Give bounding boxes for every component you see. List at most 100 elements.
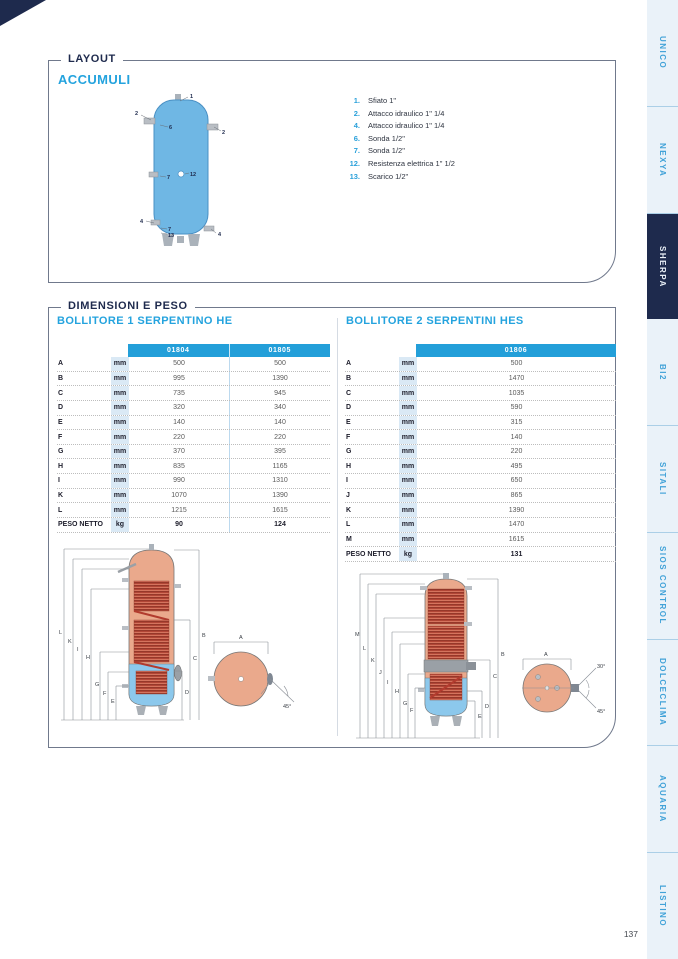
dim-unit: mm — [399, 459, 417, 474]
sidebar-item-bi2[interactable]: BI2 — [647, 319, 678, 427]
dim-label: B — [58, 374, 64, 382]
dim-unit: mm — [399, 488, 417, 503]
sidebar-item-aquaria[interactable]: AQUARIA — [647, 746, 678, 854]
dim-unit: mm — [399, 444, 417, 459]
sidebar-item-sitali[interactable]: SITALI — [647, 426, 678, 533]
dim-letter: M — [355, 632, 360, 638]
dim-label: B — [346, 374, 352, 382]
layout-section-box: LAYOUT — [48, 53, 616, 283]
dim-unit: mm — [399, 474, 417, 488]
coil-connector — [429, 675, 463, 699]
dim-label: I — [58, 477, 60, 485]
dim-value: 995 — [173, 374, 185, 382]
sidebar-item-label: DOLCECLIMA — [658, 658, 667, 727]
dim-unit: mm — [111, 459, 129, 474]
sidebar-item-label: NEXYA — [658, 142, 667, 177]
table2-heading: BOLLITORE 2 SERPENTINI HES — [346, 315, 524, 327]
sidebar-item-dolceclima[interactable]: DOLCECLIMA — [647, 640, 678, 747]
dimension-lines — [356, 573, 499, 739]
port-fitting — [418, 688, 425, 692]
legend-item: 6. Sonda 1/2" — [345, 133, 455, 146]
dim-label: E — [58, 418, 63, 426]
accumuli-heading: ACCUMULI — [58, 72, 131, 87]
dim-label: PESO NETTO — [346, 550, 391, 558]
sidebar-item-label: SITALI — [658, 462, 667, 496]
sidebar-item-label: UNICO — [658, 36, 667, 70]
page-corner-decoration — [0, 0, 46, 26]
dim-label: G — [58, 448, 64, 456]
coil-middle — [133, 619, 170, 663]
sidebar-item-sherpa[interactable]: SHERPA — [647, 213, 678, 320]
tank-fitting-left-icon — [143, 117, 156, 125]
dim-unit: mm — [111, 400, 129, 415]
dim-unit: mm — [399, 371, 417, 386]
table-row-peso-netto: PESO NETTO kg 90 124 — [57, 518, 330, 533]
dim-label: C — [58, 389, 64, 397]
dim-label: M — [346, 536, 352, 543]
dim-value: 320 — [173, 404, 185, 412]
dim-label: F — [58, 433, 63, 441]
sidebar-item-label: AQUARIA — [658, 775, 667, 824]
dim-value: 220 — [510, 448, 523, 456]
sidebar-item-sios-control[interactable]: SIOS CONTROL — [647, 533, 678, 640]
dim-letter: L — [59, 630, 62, 636]
foot — [430, 716, 440, 726]
dim-letter: E — [111, 699, 115, 705]
dim-value: 945 — [229, 386, 330, 400]
dim-unit: mm — [399, 503, 417, 518]
dim-letter: I — [77, 647, 79, 653]
dim-value: 1390 — [508, 506, 525, 514]
sidebar-item-nexya[interactable]: NEXYA — [647, 107, 678, 214]
tank-fitting-bottomright-icon — [203, 225, 215, 232]
legend-item: 2. Attacco idraulico 1" 1/4 — [345, 108, 455, 121]
tank-fitting-mid-icon — [148, 171, 159, 178]
dim-value: 1070 — [171, 492, 187, 500]
dim-label: C — [346, 389, 352, 397]
tank-foot-right — [188, 234, 200, 246]
dimensions-section-title: DIMENSIONI E PESO — [61, 300, 195, 312]
tank-center-port — [177, 170, 185, 178]
dim-unit: mm — [399, 430, 417, 444]
sidebar-item-label: LISTINO — [658, 885, 667, 928]
callout-4-left: 4 — [140, 219, 144, 225]
dim-letter: I — [387, 680, 389, 686]
legend-item: 7. Sonda 1/2" — [345, 145, 455, 158]
tank-fitting-right-icon — [206, 123, 219, 131]
tank-foot-center — [177, 236, 184, 243]
dim-letter: J — [379, 670, 382, 676]
page-number: 137 — [623, 929, 638, 939]
inlet-pipe — [117, 562, 137, 574]
top-view-fitting — [535, 674, 541, 680]
dim-label: PESO NETTO — [58, 521, 103, 529]
top-view-fitting — [535, 696, 541, 702]
dim-label: K — [346, 506, 352, 514]
dim-value: 650 — [510, 477, 523, 485]
dim-unit: mm — [111, 386, 129, 400]
model-column-header: 01805 — [228, 344, 330, 357]
sidebar-item-unico[interactable]: UNICO — [647, 0, 678, 107]
foot — [158, 706, 168, 715]
sidebar-item-listino[interactable]: LISTINO — [647, 853, 678, 959]
tank-vent — [149, 544, 154, 550]
dim-label: H — [58, 462, 64, 470]
callout-13: 13 — [168, 233, 174, 239]
dim-value: 395 — [229, 444, 330, 459]
legend-num: 7. — [353, 146, 360, 156]
tank-top-vent — [175, 94, 181, 102]
dim-label: G — [346, 448, 352, 456]
dim-letter: K — [371, 658, 375, 664]
port-fitting — [465, 586, 472, 590]
dim-unit: mm — [399, 518, 417, 532]
legend-text: Sonda 1/2" — [368, 146, 405, 156]
coil-connector — [133, 610, 170, 621]
dim-label: L — [58, 506, 63, 514]
